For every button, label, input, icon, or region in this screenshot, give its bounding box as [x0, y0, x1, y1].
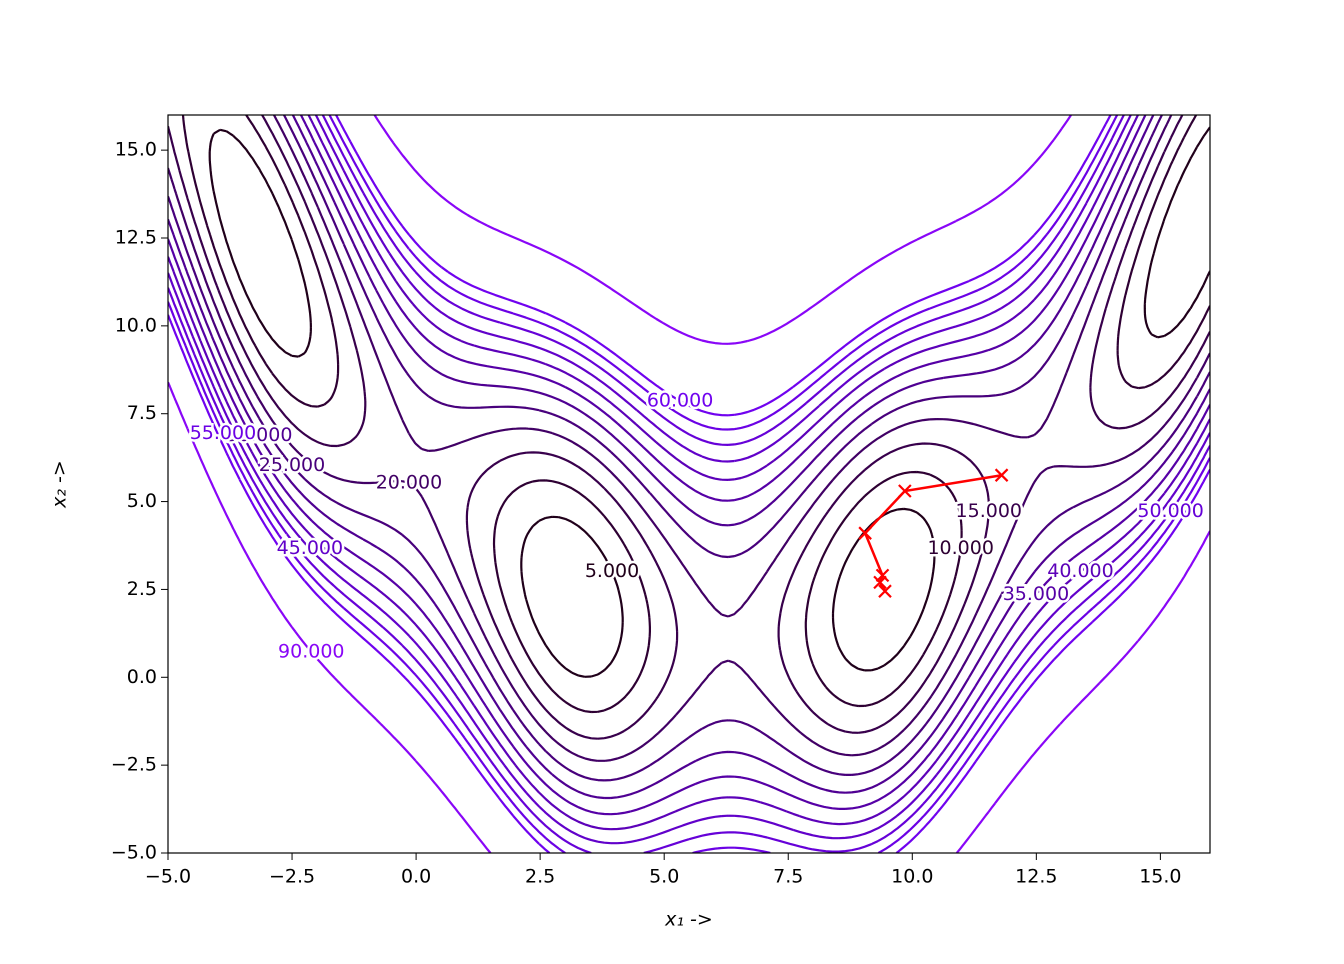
x-tick-label: −2.5 — [269, 866, 315, 888]
plot-frame — [167, 114, 1211, 854]
x-tick-label: 5.0 — [649, 866, 679, 888]
contour-line — [168, 115, 1210, 831]
y-axis-label: x₂ -> — [49, 460, 71, 509]
y-tick-label: 10.0 — [115, 314, 157, 336]
contour-label: 20.000 — [376, 471, 442, 493]
contour-line — [168, 115, 1210, 853]
y-tick-label: 12.5 — [115, 227, 157, 249]
x-axis-label: x₁ -> — [664, 909, 713, 931]
path-marker — [898, 484, 912, 498]
y-tick-label: 15.0 — [115, 139, 157, 161]
contour-line — [168, 115, 1210, 853]
contour-label: 55.000 — [190, 422, 256, 444]
contour-label: 25.000 — [259, 454, 325, 476]
x-tick-label: 10.0 — [891, 866, 933, 888]
x-tick-label: −5.0 — [145, 866, 191, 888]
contour-line — [168, 115, 1210, 800]
x-tick-label: 0.0 — [401, 866, 431, 888]
contour-label: 15.000 — [956, 500, 1022, 522]
y-tick-label: 2.5 — [127, 578, 157, 600]
contour-label: 60.000 — [647, 389, 713, 411]
y-tick-label: 0.0 — [127, 666, 157, 688]
contour-label: 45.000 — [277, 537, 343, 559]
contour-label: 90.000 — [278, 640, 344, 662]
contour-label: 35.000 — [1003, 583, 1069, 605]
contour-line — [168, 115, 1210, 740]
path-marker — [994, 468, 1009, 482]
contour-line — [181, 115, 1210, 714]
contour-line — [168, 115, 1210, 816]
contour-label: 5.000 — [585, 560, 639, 582]
y-tick-label: 7.5 — [127, 402, 157, 424]
contour-label: 50.000 — [1137, 500, 1203, 522]
x-tick-label: 2.5 — [525, 866, 555, 888]
path-marker — [858, 526, 872, 540]
contour-line — [168, 115, 1210, 845]
contour-line — [168, 115, 1210, 782]
contour-label: 30.000 — [226, 424, 292, 446]
path-marker — [878, 584, 892, 598]
y-tick-label: −2.5 — [111, 754, 157, 776]
contour-label: 10.000 — [927, 537, 993, 559]
y-tick-label: 5.0 — [127, 490, 157, 512]
contour-layer — [168, 115, 1210, 853]
x-tick-label: 7.5 — [773, 866, 803, 888]
contour-line — [168, 115, 1210, 853]
contour-labels: 5.000 10.000 15.000 20.000 25.000 30.000 35.00… — [187, 387, 1206, 665]
contour-line — [168, 115, 1210, 762]
x-tick-label: 12.5 — [1015, 866, 1057, 888]
contour-label: 40.000 — [1047, 560, 1113, 582]
contour-line — [208, 126, 1210, 678]
path-marker — [873, 575, 887, 590]
x-tick-label: 15.0 — [1139, 866, 1181, 888]
y-tick-label: −5.0 — [111, 842, 157, 864]
contour-line — [168, 115, 1210, 853]
